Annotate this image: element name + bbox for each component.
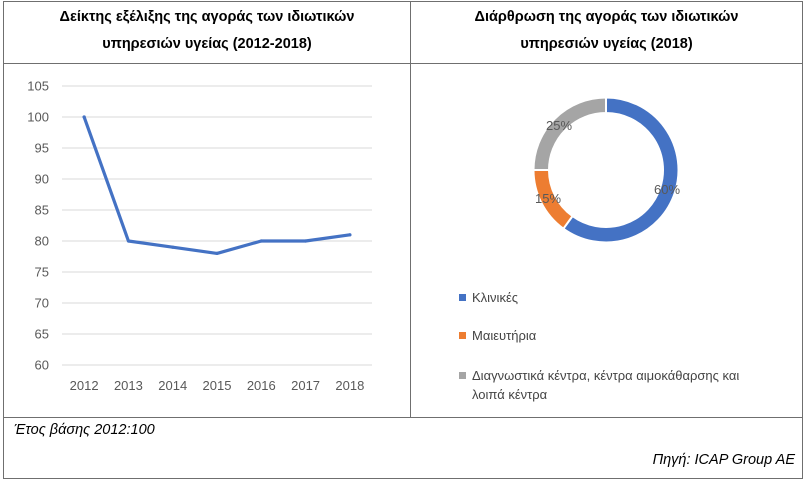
line-chart-title-line1: Δείκτης εξέλιξης της αγοράς των ιδιωτικώ…	[59, 9, 355, 25]
footer-divider	[4, 417, 802, 418]
slice-value-label-maternity: 15%	[535, 191, 561, 206]
legend-swatch-clinics	[459, 294, 466, 301]
line-chart-title: Δείκτης εξέλιξης της αγοράς των ιδιωτικώ…	[4, 4, 410, 58]
data-point-2013	[126, 239, 131, 243]
slice-value-label-diagnostic: 25%	[546, 118, 572, 133]
data-point-2017	[303, 239, 308, 243]
y-tick-label-90: 90	[35, 172, 49, 187]
x-tick-label-2013: 2013	[114, 378, 143, 393]
y-tick-label-105: 105	[27, 79, 49, 94]
legend-swatch-diagnostic	[459, 372, 466, 379]
legend-swatch-maternity	[459, 332, 466, 339]
legend-label-diagnostic-cont: λοιπά κέντρα	[472, 387, 548, 402]
x-tick-label-2012: 2012	[70, 378, 99, 393]
data-point-2012	[82, 115, 86, 119]
donut-chart-title-line1: Διάρθρωση της αγοράς των ιδιωτικών	[474, 9, 739, 25]
line-chart-title-line2: υπηρεσιών υγείας (2012-2018)	[102, 36, 312, 52]
legend-label-maternity: Μαιευτήρια	[472, 328, 537, 343]
x-tick-label-2016: 2016	[247, 378, 276, 393]
panel-frame	[3, 1, 803, 479]
data-point-2016	[259, 239, 263, 243]
x-tick-label-2017: 2017	[291, 378, 320, 393]
y-tick-label-65: 65	[35, 327, 49, 342]
data-point-2015	[215, 251, 219, 255]
y-tick-label-70: 70	[35, 296, 49, 311]
data-point-2014	[171, 245, 175, 249]
data-point-2018	[348, 233, 352, 237]
donut-slice-diagnostic	[532, 96, 607, 171]
y-tick-label-100: 100	[27, 110, 49, 125]
base-year-note: Έτος βάσης 2012:100	[14, 422, 155, 438]
donut-chart-title: Διάρθρωση της αγοράς των ιδιωτικών υπηρε…	[411, 4, 802, 58]
y-tick-label-60: 60	[35, 358, 49, 373]
y-tick-label-85: 85	[35, 203, 49, 218]
x-tick-label-2015: 2015	[203, 378, 232, 393]
slice-value-label-clinics: 60%	[654, 182, 680, 197]
center-divider	[410, 2, 411, 417]
donut-chart: 60% 15% 25%	[532, 96, 680, 244]
title-divider	[4, 63, 802, 64]
y-tick-label-80: 80	[35, 234, 49, 249]
donut-chart-title-line2: υπηρεσιών υγείας (2018)	[520, 36, 693, 52]
y-tick-label-95: 95	[35, 141, 49, 156]
y-tick-label-75: 75	[35, 265, 49, 280]
legend-label-clinics: Κλινικές	[472, 290, 519, 305]
legend-label-diagnostic: Διαγνωστικά κέντρα, κέντρα αιμοκάθαρσης …	[472, 368, 740, 383]
x-tick-label-2014: 2014	[158, 378, 187, 393]
line-chart: 60 65 70 75 80 85 90 95 100 105 2012 2013 2014 2015 20…	[27, 79, 372, 393]
x-tick-label-2018: 2018	[335, 378, 364, 393]
source-note: Πηγή: ICAP Group AE	[652, 452, 795, 468]
